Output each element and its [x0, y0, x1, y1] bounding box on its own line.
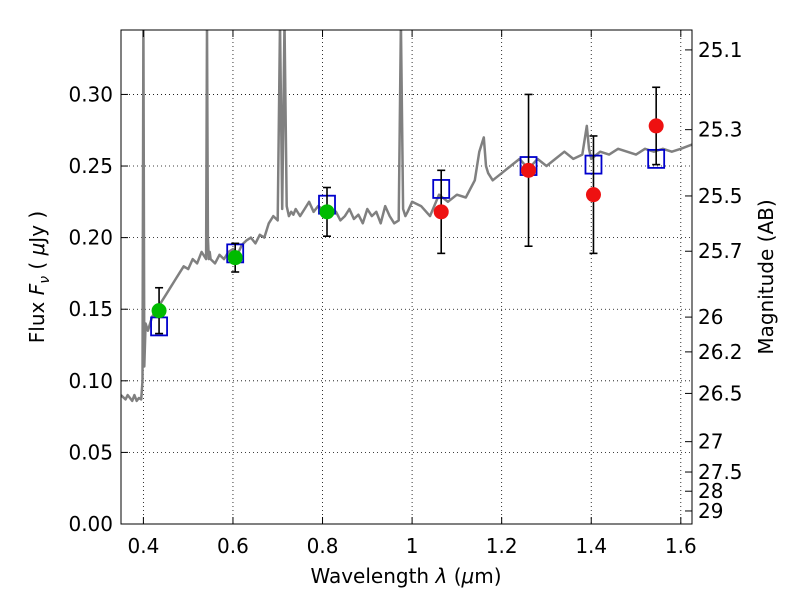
magnitude-tick-label: 28 — [698, 479, 723, 503]
x-tick-label: 1.4 — [575, 534, 607, 558]
y-tick-label: 0.05 — [68, 440, 113, 464]
data-point — [151, 303, 167, 319]
x-tick-label: 0.8 — [307, 534, 339, 558]
y-tick-label: 0.20 — [68, 226, 113, 250]
magnitude-tick-label: 27 — [698, 430, 723, 454]
data-point — [319, 204, 335, 220]
magnitude-tick-label: 26 — [698, 305, 723, 329]
magnitude-tick-label: 26.5 — [698, 381, 743, 405]
data-point — [585, 187, 601, 203]
x-axis-title: Wavelength λ (μm) — [310, 564, 501, 588]
magnitude-tick-label: 25.5 — [698, 184, 743, 208]
magnitude-tick-label: 25.1 — [698, 38, 743, 62]
magnitude-tick-label: 25.7 — [698, 239, 743, 263]
y-tick-label: 0.25 — [68, 154, 113, 178]
magnitude-tick-label: 27.5 — [698, 460, 743, 484]
y-tick-label: 0.00 — [68, 512, 113, 536]
data-point — [521, 162, 537, 178]
y-tick-label: 0.15 — [68, 297, 113, 321]
y-tick-label: 0.10 — [68, 369, 113, 393]
secondary-y-axis-title: Magnitude (AB) — [754, 199, 778, 354]
x-tick-label: 1 — [406, 534, 419, 558]
x-tick-label: 0.4 — [127, 534, 159, 558]
magnitude-tick-label: 25.3 — [698, 118, 743, 142]
x-tick-label: 1.2 — [486, 534, 518, 558]
ticks: 0.4 0.6 0.8 1 1.2 1.4 1.6 0.00 0.05 0.10 0.15 0.20 0… — [68, 30, 743, 558]
data-point — [648, 118, 664, 134]
x-tick-label: 1.6 — [665, 534, 697, 558]
x-tick-label: 0.6 — [217, 534, 249, 558]
y-tick-label: 0.30 — [68, 82, 113, 106]
plot-background — [121, 30, 692, 524]
magnitude-tick-label: 29 — [698, 499, 723, 523]
y-axis-title: Flux Fν ( μJy ) — [25, 211, 53, 343]
data-point — [433, 204, 449, 220]
plot-frame — [120, 29, 693, 525]
magnitude-tick-label: 26.2 — [698, 340, 743, 364]
data-point — [227, 250, 243, 266]
plot-layer — [121, 30, 692, 403]
